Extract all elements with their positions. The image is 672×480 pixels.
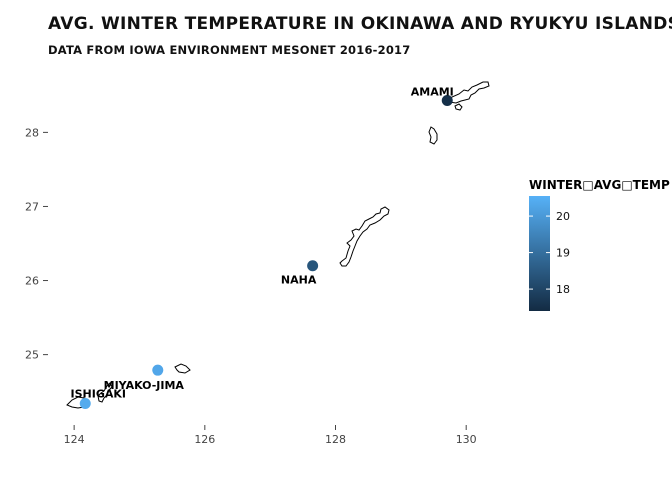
- station-label-amami: AMAMI: [411, 86, 454, 99]
- y-tick-label: 27: [25, 200, 39, 213]
- y-tick-label: 28: [25, 126, 39, 139]
- legend-tick-label: 19: [556, 247, 570, 260]
- chart-title: AVG. WINTER TEMPERATURE IN OKINAWA AND R…: [48, 14, 672, 34]
- y-tick-label: 26: [25, 275, 39, 288]
- tokunoshima-outline: [428, 126, 438, 145]
- station-point-ishigaki: [79, 398, 91, 410]
- y-tick-label: 25: [25, 349, 39, 362]
- station-point-miyako-jima: [152, 364, 164, 376]
- x-tick-label: 128: [325, 433, 346, 446]
- island-outlines: [66, 81, 490, 409]
- kakeroma-island-outline: [454, 103, 463, 111]
- legend-tick-label: 18: [556, 283, 570, 296]
- color-legend: WINTER□AVG□TEMP 18 19 20: [529, 178, 670, 311]
- x-tick-label: 124: [64, 433, 85, 446]
- legend-colorbar: [529, 196, 550, 311]
- station-point-amami: [441, 95, 453, 107]
- x-tick-label: 130: [456, 433, 477, 446]
- station-label-naha: NAHA: [281, 274, 317, 287]
- x-tick-label: 126: [194, 433, 215, 446]
- station-label-miyako-jima: MIYAKO-JIMA: [104, 379, 185, 392]
- map-axes: 124 126 128 130 25 26 27 28: [25, 126, 477, 446]
- station-point-naha: [307, 260, 319, 272]
- amami-island-outline: [448, 81, 490, 104]
- ishigaki-island-outline: [97, 382, 113, 403]
- legend-tick-label: 20: [556, 210, 570, 223]
- miyako-island-outline: [174, 363, 191, 374]
- okinawa-island-outline: [339, 206, 390, 267]
- legend-title: WINTER□AVG□TEMP: [529, 178, 670, 192]
- legend-ticks: 18 19 20: [529, 210, 570, 296]
- chart-subtitle: DATA FROM IOWA ENVIRONMENT MESONET 2016-…: [48, 43, 411, 57]
- station-label-ishigaki: ISHIGAKI: [71, 388, 126, 401]
